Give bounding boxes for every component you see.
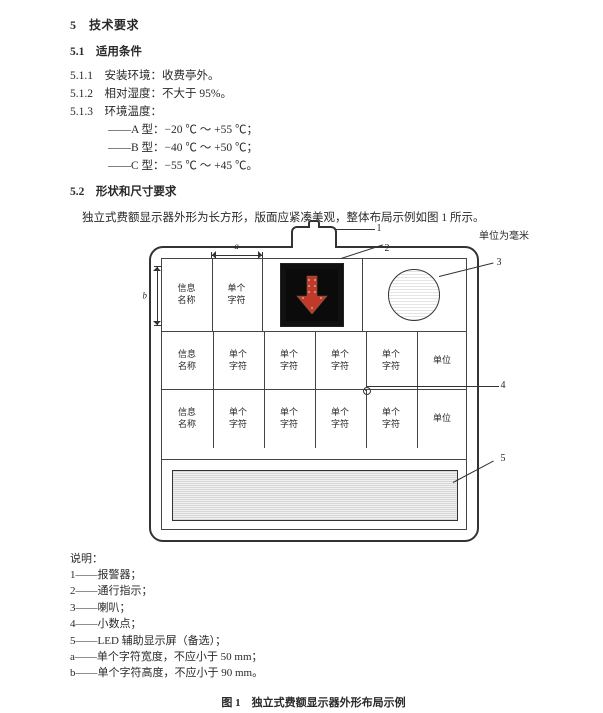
- legend-item-a: a——单个字符宽度，不应小于 50 mm；: [70, 650, 557, 665]
- r3-unit: 单位: [417, 390, 468, 448]
- lead-4: [367, 386, 499, 387]
- callout-5: 5: [501, 452, 506, 466]
- clause-5-1-3: 5.1.3 环境温度：: [70, 104, 557, 120]
- temp-type-b: ——B 型：−40 ℃ ～ +50 ℃；: [108, 140, 557, 156]
- alarm-antenna-icon: [291, 226, 337, 248]
- arrow-down-icon: [281, 264, 343, 326]
- clause-5-1-2: 5.1.2 相对湿度：不大于 95%。: [70, 86, 557, 102]
- section-5-2-heading: 5.2 形状和尺寸要求: [70, 184, 557, 200]
- section-5-heading: 5 技术要求: [70, 17, 557, 34]
- temp-type-a: ——A 型：−20 ℃ ～ +55 ℃；: [108, 122, 557, 138]
- r2-char-4: 单个 字符: [366, 332, 418, 390]
- dimension-a-label: a: [234, 240, 239, 253]
- r2-unit: 单位: [417, 332, 468, 390]
- callout-2: 2: [385, 242, 390, 256]
- callout-1: 1: [377, 222, 382, 236]
- cell-single-char: 单个 字符: [212, 259, 263, 331]
- clause-5-1-1: 5.1.1 安装环境：收费亭外。: [70, 68, 557, 84]
- device-panel: 信息 名称 单个 字符: [161, 258, 467, 530]
- legend-item-b: b——单个字符高度，不应小于 90 mm。: [70, 666, 557, 681]
- cell-speaker: [362, 259, 466, 331]
- legend-item-4: 4——小数点；: [70, 617, 557, 632]
- section-5-2-paragraph: 独立式费额显示器外形为长方形，版面应紧凑美观，整体布局示例如图 1 所示。: [82, 210, 557, 226]
- legend-item-5: 5——LED 辅助显示屏（备选）；: [70, 634, 557, 649]
- legend-item-3: 3——喇叭；: [70, 601, 557, 616]
- row-4-led: [162, 459, 466, 529]
- legend-title: 说明：: [70, 552, 557, 567]
- r3-char-2: 单个 字符: [264, 390, 316, 448]
- r3-char-3: 单个 字符: [315, 390, 367, 448]
- figure-1: a b 信息 名称 单个 字符: [149, 246, 479, 542]
- row-1: 信息 名称 单个 字符: [162, 259, 466, 331]
- legend-item-1: 1——报警器；: [70, 568, 557, 583]
- figure-caption: 图 1 独立式费额显示器外形布局示例: [70, 696, 557, 711]
- legend-item-2: 2——通行指示；: [70, 584, 557, 599]
- r3-char-4: 单个 字符: [366, 390, 418, 448]
- led-aux-display: [172, 470, 458, 521]
- cell-arrow-tile: [262, 259, 363, 331]
- r3-char-1: 单个 字符: [213, 390, 265, 448]
- dimension-b-label: b: [143, 289, 148, 302]
- figure-legend: 说明： 1——报警器； 2——通行指示； 3——喇叭； 4——小数点； 5——L…: [70, 552, 557, 682]
- r3-info-name: 信息 名称: [162, 390, 214, 448]
- cell-info-name: 信息 名称: [162, 259, 213, 331]
- r2-char-1: 单个 字符: [213, 332, 265, 390]
- speaker-icon: [388, 269, 440, 321]
- section-5-1-heading: 5.1 适用条件: [70, 44, 557, 60]
- callout-3: 3: [497, 256, 502, 270]
- r2-info-name: 信息 名称: [162, 332, 214, 390]
- temp-type-c: ——C 型：−55 ℃ ～ +45 ℃。: [108, 158, 557, 174]
- row-3: 信息 名称 单个 字符 单个 字符 单个 字符 单个 字符 单位: [162, 389, 466, 448]
- r2-char-2: 单个 字符: [264, 332, 316, 390]
- lead-1: [335, 229, 375, 230]
- arrow-tile: [280, 263, 344, 327]
- device-outline: a b 信息 名称 单个 字符: [149, 246, 479, 542]
- row-2: 信息 名称 单个 字符 单个 字符 单个 字符 单个 字符 单位: [162, 331, 466, 390]
- callout-4: 4: [501, 379, 506, 393]
- r2-char-3: 单个 字符: [315, 332, 367, 390]
